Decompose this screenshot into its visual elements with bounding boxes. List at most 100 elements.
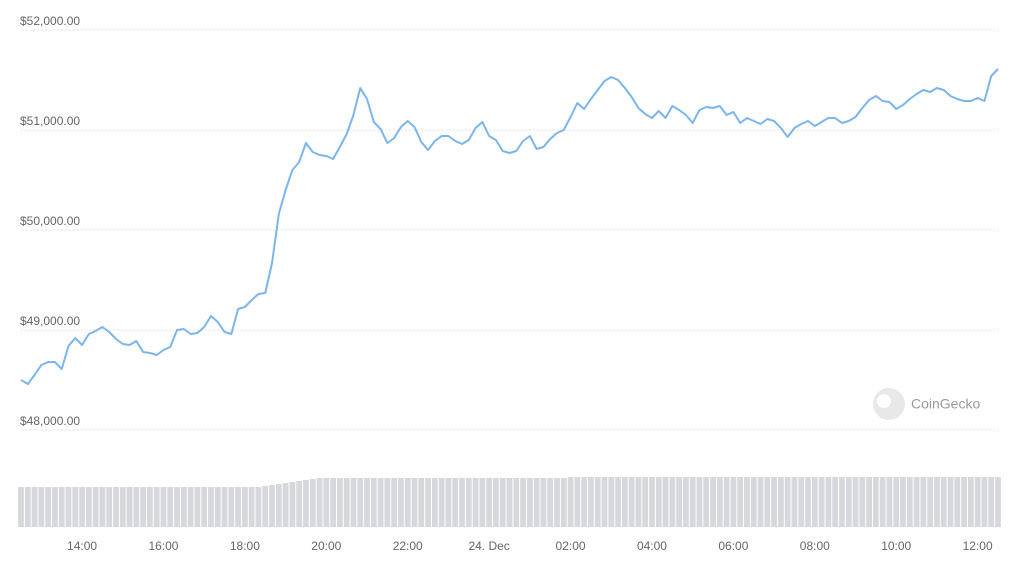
volume-bar <box>513 478 520 527</box>
volume-bar <box>506 478 513 527</box>
volume-bar <box>825 477 832 527</box>
volume-bar <box>588 477 594 527</box>
volume-bar <box>974 477 981 527</box>
volume-bar <box>398 478 404 527</box>
volume-bar <box>594 477 601 527</box>
volume-bar <box>811 477 818 527</box>
volume-bar <box>886 477 893 527</box>
volume-bar <box>316 478 323 527</box>
volume-bar <box>852 477 859 527</box>
volume-bar <box>689 477 696 527</box>
volume-bar <box>784 477 791 527</box>
volume-bar <box>635 477 642 527</box>
volume-bar <box>214 487 221 527</box>
x-tick-label: 22:00 <box>393 539 423 553</box>
volume-bar <box>113 487 119 527</box>
volume-bar <box>418 478 425 527</box>
volume-bar <box>866 477 872 527</box>
volume-bar <box>750 477 757 527</box>
volume-bar <box>872 477 879 527</box>
volume-bar <box>309 479 316 527</box>
volume-bar <box>153 487 160 527</box>
x-tick-label: 04:00 <box>637 539 667 553</box>
volume-bar <box>934 477 940 527</box>
volume-bar <box>343 478 350 527</box>
volume-bar <box>906 477 913 527</box>
volume-bar <box>533 478 540 527</box>
volume-bar <box>655 477 662 527</box>
x-tick-label: 20:00 <box>311 539 341 553</box>
volume-bar <box>764 477 771 527</box>
volume-bar <box>296 481 303 527</box>
volume-bar <box>31 487 38 527</box>
volume-bar <box>988 477 995 527</box>
x-tick-label: 14:00 <box>67 539 97 553</box>
volume-bar <box>757 477 764 527</box>
volume-bar <box>696 477 703 527</box>
volume-bar <box>628 477 635 527</box>
volume-bar <box>58 487 65 527</box>
volume-bar <box>99 487 106 527</box>
volume-bar <box>662 477 669 527</box>
volume-bar <box>85 487 92 527</box>
volume-bar <box>167 487 174 527</box>
volume-bar <box>730 477 737 527</box>
volume-bar <box>391 478 398 527</box>
volume-bar <box>716 477 723 527</box>
volume-bar <box>710 477 716 527</box>
watermark: CoinGecko <box>873 388 980 420</box>
volume-bar <box>370 478 377 527</box>
volume-bar <box>879 477 886 527</box>
volume-bar <box>703 477 710 527</box>
watermark-text: CoinGecko <box>911 396 980 412</box>
volume-bar <box>79 487 85 527</box>
volume-bar <box>92 487 99 527</box>
volume-bar <box>65 487 72 527</box>
volume-bar <box>723 477 730 527</box>
volume-bar <box>282 483 289 527</box>
volume-bar <box>140 487 147 527</box>
volume-bar <box>669 477 676 527</box>
volume-bar <box>771 477 777 527</box>
volume-bar <box>547 478 554 527</box>
volume-bar <box>486 478 493 527</box>
volume-bar <box>201 487 208 527</box>
volume-bar <box>452 478 459 527</box>
y-tick-label: $51,000.00 <box>20 114 80 128</box>
volume-bar <box>574 477 581 527</box>
x-tick-label: 16:00 <box>148 539 178 553</box>
volume-bar <box>621 477 628 527</box>
price-line <box>20 68 999 385</box>
volume-bar <box>744 477 750 527</box>
volume-bar <box>147 487 153 527</box>
volume-bar <box>38 487 45 527</box>
x-tick-label: 18:00 <box>230 539 260 553</box>
volume-bar <box>242 487 248 527</box>
y-tick-label: $49,000.00 <box>20 314 80 328</box>
volume-bar <box>404 478 411 527</box>
volume-bar <box>377 478 384 527</box>
volume-bar <box>981 477 988 527</box>
volume-bar <box>791 477 798 527</box>
volume-bar <box>560 478 567 527</box>
volume-bar <box>235 487 242 527</box>
volume-bar <box>275 484 282 527</box>
volume-bar <box>194 487 201 527</box>
volume-bar <box>180 487 187 527</box>
volume-bar <box>106 487 113 527</box>
volume-bar <box>818 477 825 527</box>
volume-bar <box>499 478 506 527</box>
y-tick-label: $48,000.00 <box>20 414 80 428</box>
x-tick-label: 08:00 <box>800 539 830 553</box>
volume-bar <box>947 477 954 527</box>
x-tick-label: 24. Dec <box>468 539 509 553</box>
volume-bar <box>737 477 744 527</box>
volume-bar <box>954 477 961 527</box>
volume-bar <box>967 477 974 527</box>
volume-bar <box>900 477 906 527</box>
volume-bar <box>303 480 309 527</box>
volume-bar <box>445 478 452 527</box>
volume-bar <box>350 478 357 527</box>
volume-bar <box>336 478 343 527</box>
